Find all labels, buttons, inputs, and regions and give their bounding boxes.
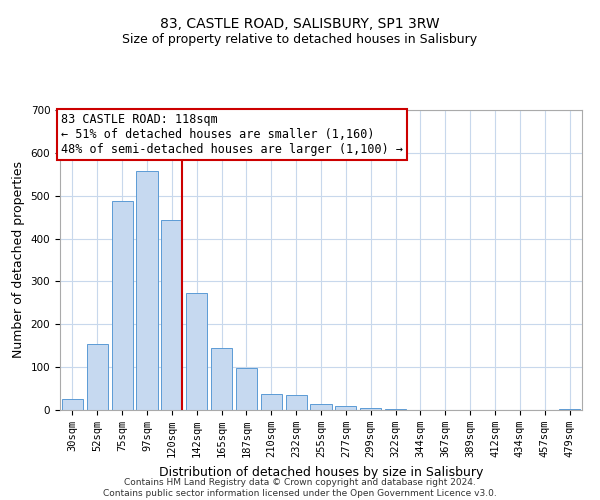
Bar	[112, 201, 133, 410]
X-axis label: Distribution of detached houses by size in Salisbury: Distribution of detached houses by size …	[159, 466, 483, 478]
Text: Contains HM Land Registry data © Crown copyright and database right 2024.
Contai: Contains HM Land Registry data © Crown c…	[103, 478, 497, 498]
Bar	[335, 406, 356, 410]
Bar	[87, 344, 108, 410]
Bar	[261, 394, 282, 410]
Bar	[385, 409, 406, 410]
Bar	[559, 408, 580, 410]
Bar	[161, 220, 182, 410]
Bar	[360, 408, 381, 410]
Bar	[286, 395, 307, 410]
Text: Size of property relative to detached houses in Salisbury: Size of property relative to detached ho…	[122, 32, 478, 46]
Bar	[186, 293, 207, 410]
Bar	[62, 400, 83, 410]
Bar	[136, 172, 158, 410]
Bar	[236, 368, 257, 410]
Bar	[310, 404, 332, 410]
Bar	[211, 348, 232, 410]
Text: 83, CASTLE ROAD, SALISBURY, SP1 3RW: 83, CASTLE ROAD, SALISBURY, SP1 3RW	[160, 18, 440, 32]
Text: 83 CASTLE ROAD: 118sqm
← 51% of detached houses are smaller (1,160)
48% of semi-: 83 CASTLE ROAD: 118sqm ← 51% of detached…	[61, 113, 403, 156]
Y-axis label: Number of detached properties: Number of detached properties	[12, 162, 25, 358]
